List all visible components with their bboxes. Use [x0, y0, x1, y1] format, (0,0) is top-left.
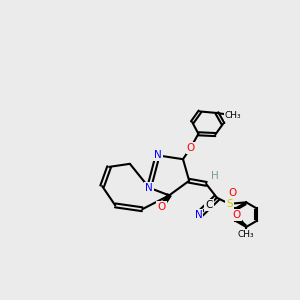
Text: O: O	[233, 210, 241, 220]
Text: O: O	[157, 202, 166, 212]
Text: C: C	[206, 200, 213, 210]
Text: CH₃: CH₃	[238, 230, 254, 239]
Text: N: N	[145, 183, 153, 193]
Text: S: S	[226, 199, 232, 209]
Text: O: O	[187, 143, 195, 153]
Text: O: O	[228, 188, 236, 198]
Text: H: H	[212, 171, 219, 181]
Text: N: N	[154, 150, 161, 160]
Text: CH₃: CH₃	[225, 111, 242, 120]
Text: N: N	[194, 210, 202, 220]
